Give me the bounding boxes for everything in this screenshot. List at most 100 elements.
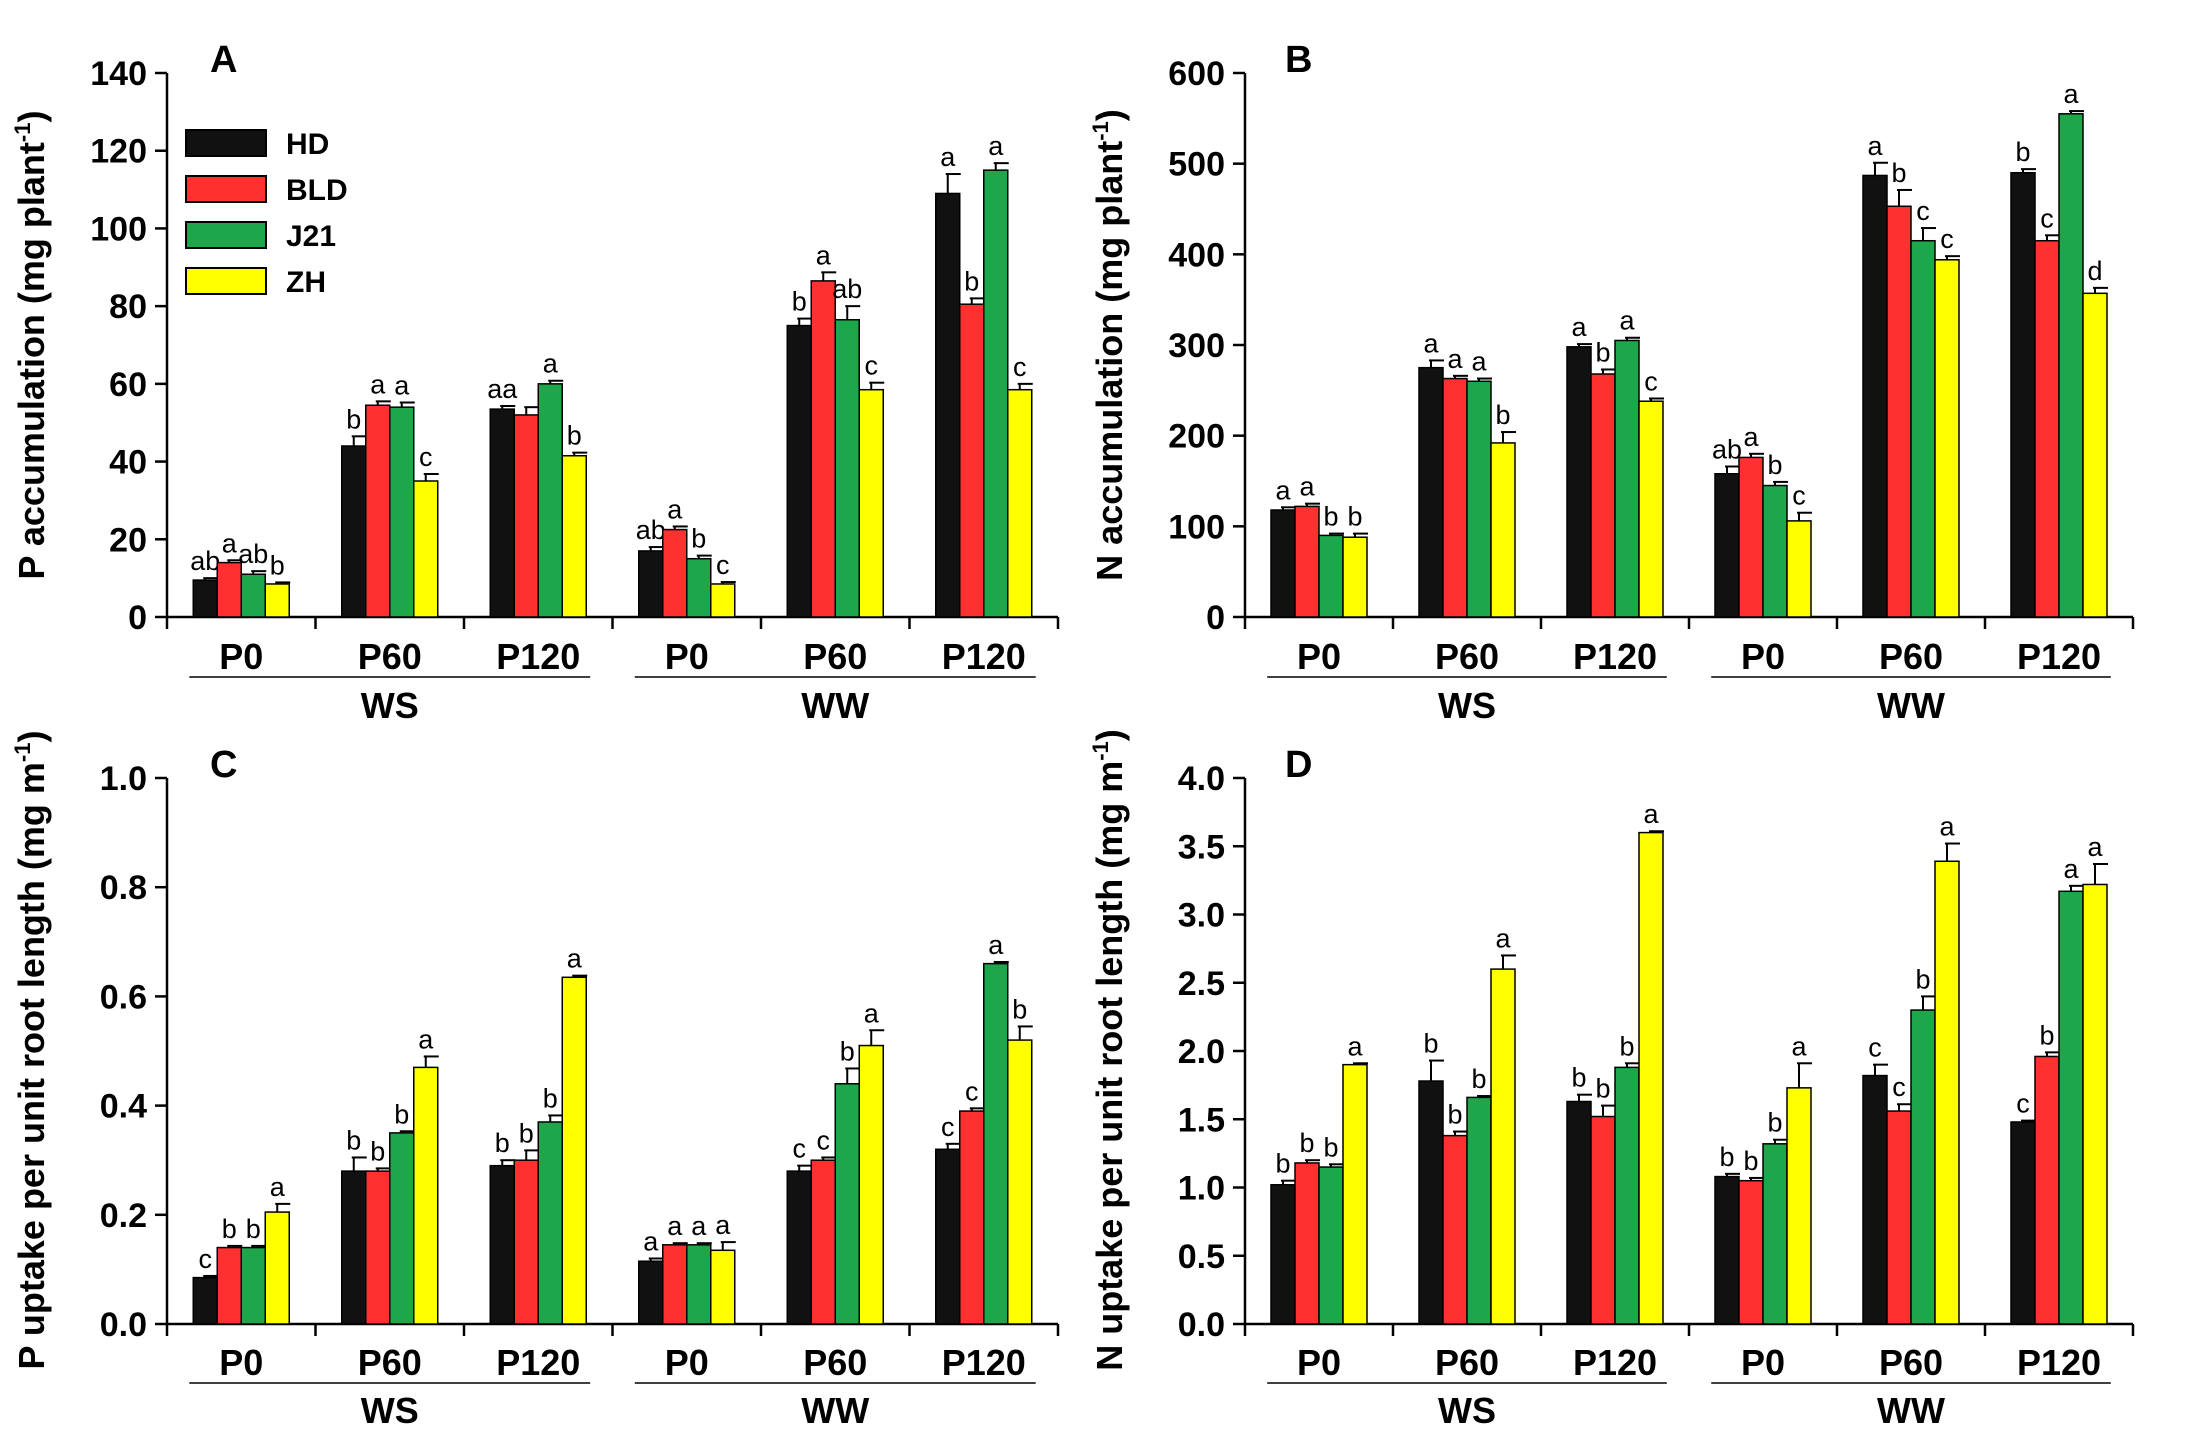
bar-zh: [1638, 831, 1664, 1325]
significance-label: a: [2063, 79, 2079, 109]
significance-label: b: [1323, 1132, 1338, 1162]
bar-bld: [810, 1159, 836, 1325]
significance-label: b: [567, 421, 582, 451]
significance-label: c: [1644, 366, 1658, 396]
y-tick-label: 3.5: [1178, 828, 1225, 866]
y-axis-title-superscript: -1: [1088, 121, 1113, 141]
significance-label: b: [519, 1118, 534, 1148]
panel-letter: D: [1285, 744, 1312, 786]
y-axis-title: P uptake per unit root length (mg m-1): [10, 731, 52, 1370]
bar-zh: [1007, 1039, 1033, 1325]
x-category-label: P60: [1879, 636, 1943, 677]
significance-label: aa: [487, 374, 518, 404]
panel-letter: C: [210, 744, 237, 786]
y-tick-label: 0.0: [100, 1306, 147, 1344]
significance-label: b: [1767, 450, 1782, 480]
significance-label: b: [1619, 1031, 1634, 1061]
significance-label: a: [222, 528, 238, 558]
bar-zh: [2082, 292, 2108, 618]
y-tick-label: 0: [128, 599, 147, 637]
significance-label: a: [1571, 312, 1587, 342]
y-axis-title-superscript: -1: [10, 743, 35, 763]
significance-label: c: [941, 1112, 955, 1142]
significance-label: a: [1447, 344, 1463, 374]
y-axis-title-main: P accumulation (mg plant: [11, 142, 52, 579]
significance-label: a: [864, 998, 880, 1028]
bar-j21: [537, 383, 563, 618]
bar-zh: [1007, 388, 1033, 618]
bar-j21: [389, 1132, 415, 1325]
significance-label: a: [988, 131, 1004, 161]
significance-label: b: [2015, 137, 2030, 167]
panel-a: A P accumulation (mg plant-1) 0 20 40 60 80 100…: [10, 39, 1060, 726]
x-category-label: P0: [1297, 636, 1341, 677]
bar-j21: [240, 1246, 266, 1325]
x-category-label: P120: [496, 1342, 580, 1383]
significance-label: b: [2039, 1020, 2054, 1050]
significance-label: a: [1299, 472, 1315, 502]
legend-swatch-bld: [185, 175, 267, 203]
bar-zh: [2082, 883, 2108, 1325]
y-axis-title-close: ): [11, 731, 52, 743]
legend-label: ZH: [286, 266, 326, 299]
panel-d: D N uptake per unit root length (mg m-1) 0…: [1088, 729, 2135, 1430]
bar-bld: [365, 1170, 391, 1325]
significance-label: b: [394, 1099, 409, 1129]
significance-label: b: [1423, 1029, 1438, 1059]
bar-bld: [1442, 377, 1468, 618]
bar-j21: [1910, 239, 1936, 618]
x-category-label: P60: [803, 636, 867, 677]
bar-hd: [2010, 1121, 2036, 1325]
legend-label: HD: [286, 128, 329, 161]
bar-bld: [1590, 1115, 1616, 1325]
significance-label: c: [1792, 481, 1806, 511]
significance-label: a: [816, 240, 832, 270]
y-tick-label: 40: [109, 444, 147, 482]
significance-label: c: [1892, 1072, 1906, 1102]
legend-swatch-hd: [185, 129, 267, 157]
bar-bld: [959, 1110, 985, 1325]
significance-label: b: [792, 287, 807, 317]
bar-hd: [1862, 174, 1888, 618]
significance-label: c: [1868, 1033, 1882, 1063]
y-tick-label: 80: [109, 288, 147, 326]
bar-zh: [1934, 860, 1960, 1325]
significance-label: a: [543, 349, 559, 379]
significance-label: a: [1743, 422, 1759, 452]
significance-label: b: [1595, 1074, 1610, 1104]
bar-bld: [1886, 205, 1912, 618]
x-category-label: P60: [1435, 1342, 1499, 1383]
bar-bld: [2034, 1055, 2060, 1325]
significance-label: c: [865, 351, 879, 381]
bar-bld: [216, 1246, 242, 1325]
significance-label: b: [370, 1136, 385, 1166]
legend-swatch-zh: [185, 267, 267, 295]
significance-label: ab: [636, 515, 666, 545]
significance-label: ab: [238, 539, 268, 569]
x-category-label: P0: [665, 636, 709, 677]
significance-label: a: [1939, 812, 1955, 842]
panel-b: B N accumulation (mg plant-1) 0 100 200 300 40…: [1088, 39, 2135, 726]
panel-c: C P uptake per unit root length (mg m-1) 0…: [10, 731, 1060, 1430]
group-label: WW: [801, 685, 869, 726]
bar-zh: [1786, 1087, 1812, 1325]
y-tick-label: 0.2: [100, 1197, 147, 1235]
bar-j21: [686, 557, 712, 618]
y-tick-label: 400: [1168, 236, 1225, 274]
bar-bld: [662, 528, 688, 618]
bar-bld: [810, 280, 836, 618]
bar-j21: [1466, 380, 1492, 618]
bar-j21: [1318, 1166, 1344, 1325]
significance-label: a: [667, 494, 683, 524]
y-tick-label: 200: [1168, 418, 1225, 456]
significance-label: a: [2087, 832, 2103, 862]
bar-hd: [192, 579, 218, 618]
significance-label: b: [1447, 1100, 1462, 1130]
significance-label: a: [1619, 306, 1635, 336]
significance-label: a: [691, 1211, 707, 1241]
bar-hd: [935, 192, 961, 618]
bar-hd: [1418, 366, 1444, 618]
bar-zh: [1490, 968, 1516, 1325]
significance-label: b: [495, 1128, 510, 1158]
